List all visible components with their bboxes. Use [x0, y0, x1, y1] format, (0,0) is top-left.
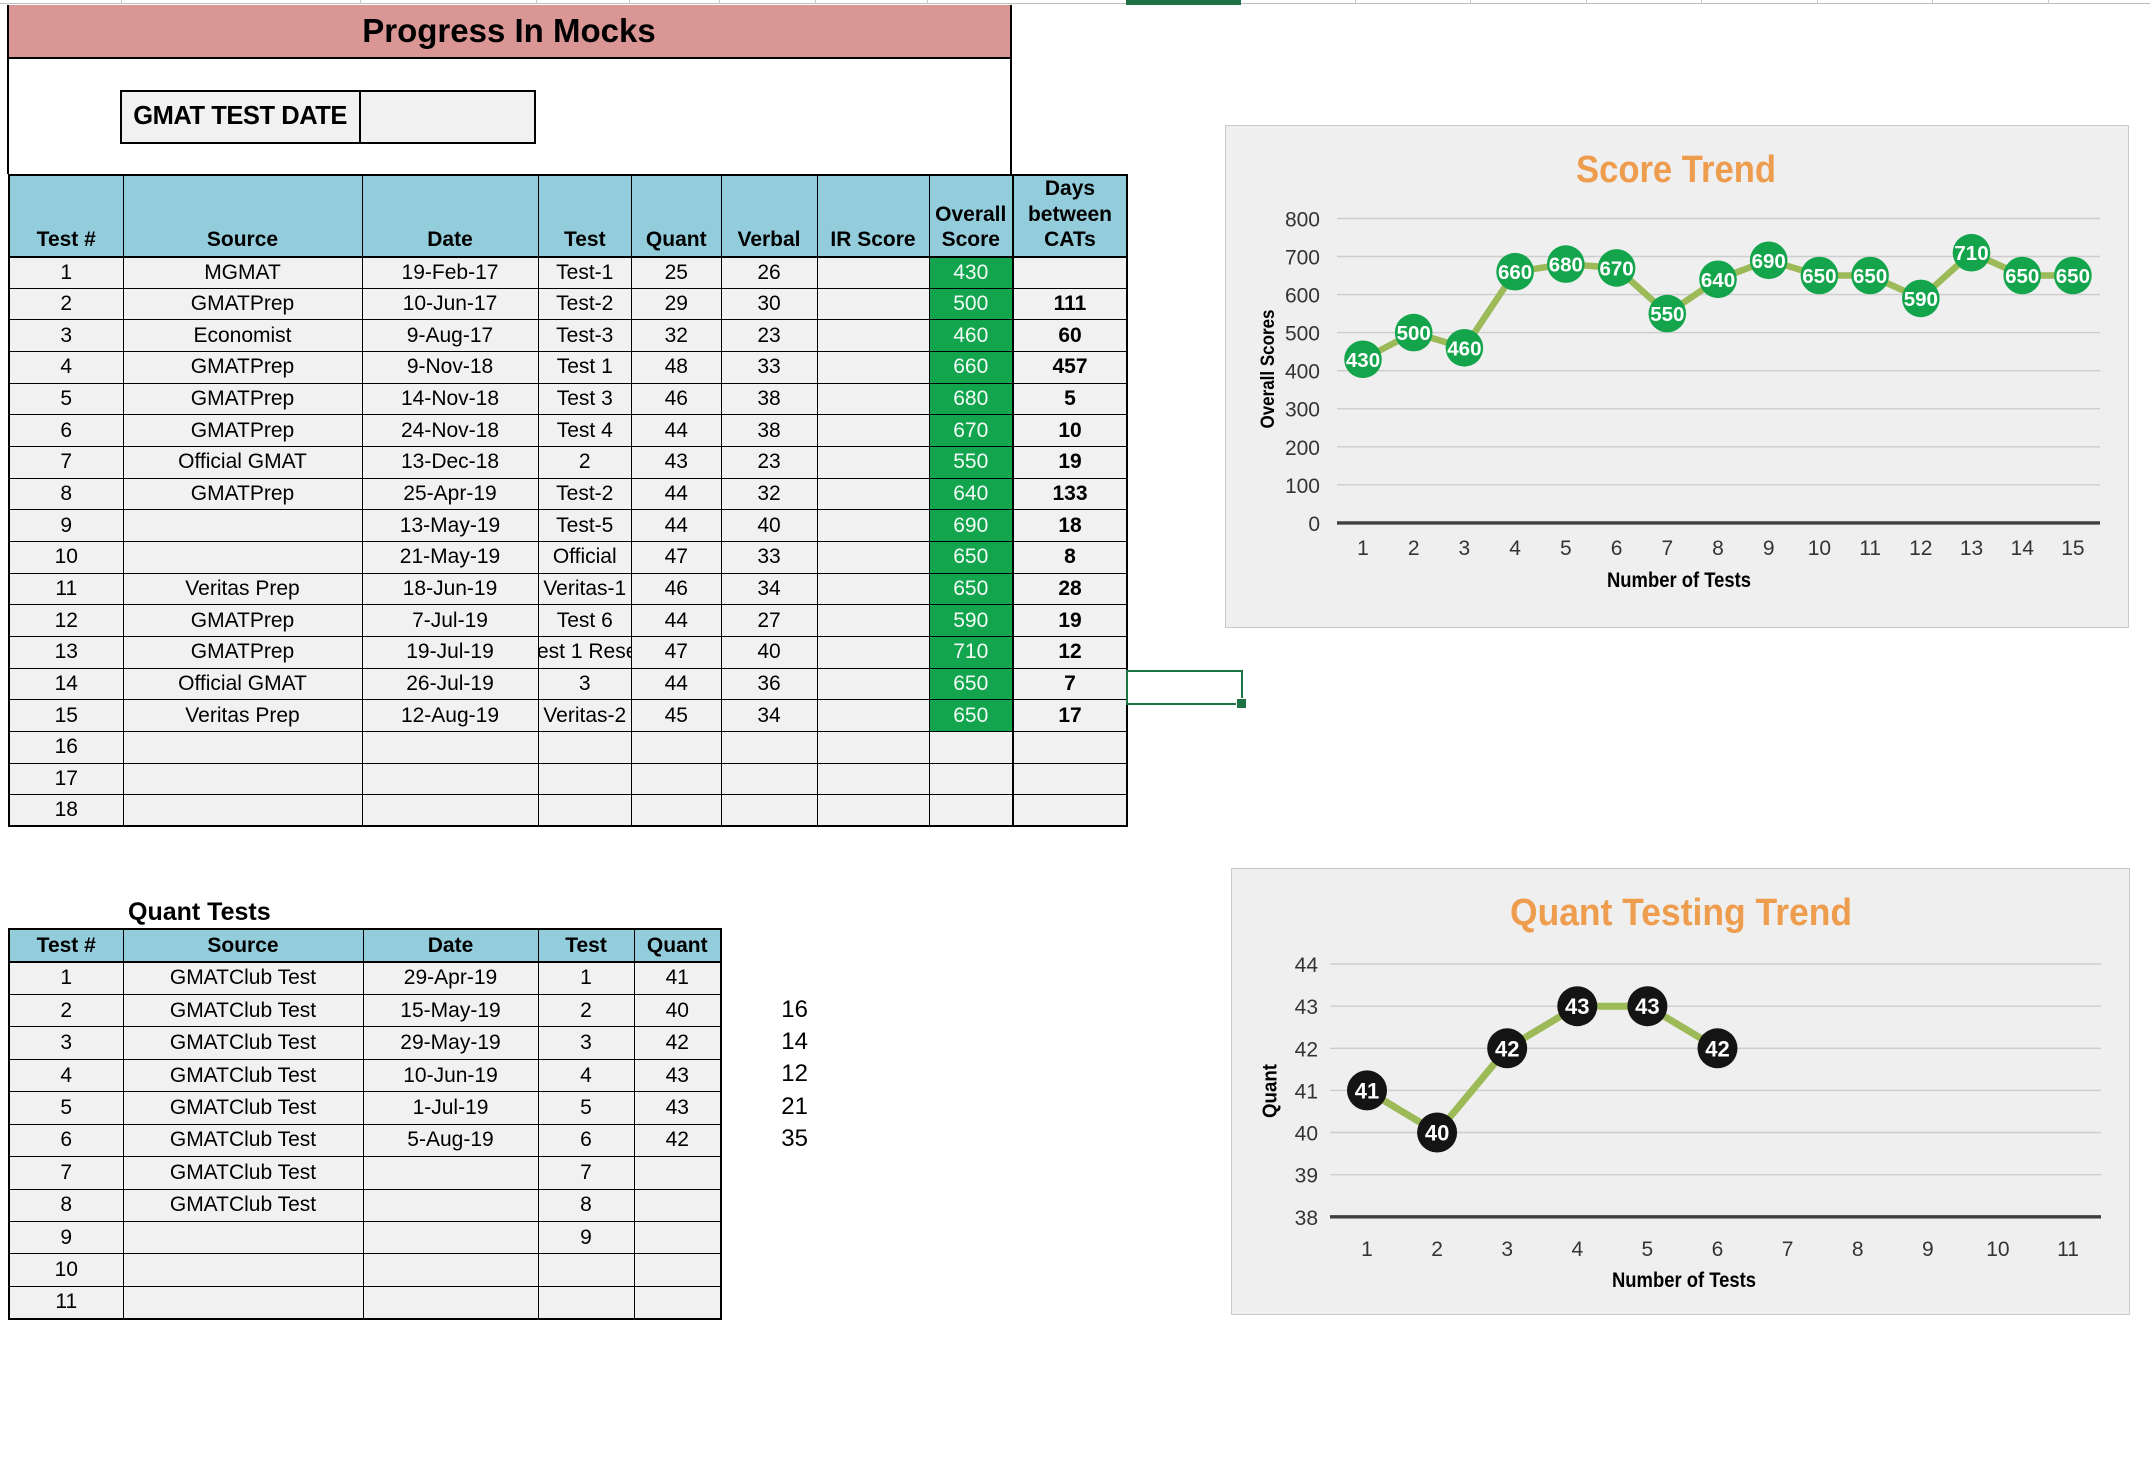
svg-text:500: 500 — [1397, 322, 1431, 345]
svg-text:41: 41 — [1295, 1080, 1318, 1103]
svg-text:670: 670 — [1599, 257, 1633, 280]
svg-text:460: 460 — [1447, 337, 1481, 360]
svg-text:Quant: Quant — [1259, 1064, 1281, 1118]
svg-text:100: 100 — [1285, 475, 1320, 498]
svg-text:39: 39 — [1295, 1165, 1318, 1188]
svg-text:42: 42 — [1705, 1036, 1729, 1061]
svg-text:40: 40 — [1295, 1123, 1318, 1146]
svg-text:10: 10 — [1986, 1238, 2009, 1261]
svg-text:800: 800 — [1285, 209, 1320, 232]
svg-text:300: 300 — [1285, 399, 1320, 422]
svg-text:700: 700 — [1285, 247, 1320, 270]
svg-text:640: 640 — [1701, 269, 1735, 292]
svg-text:400: 400 — [1285, 361, 1320, 384]
svg-text:9: 9 — [1763, 537, 1775, 560]
svg-text:6: 6 — [1712, 1238, 1724, 1261]
svg-text:14: 14 — [2011, 537, 2035, 560]
svg-text:43: 43 — [1635, 994, 1659, 1019]
svg-text:650: 650 — [2056, 265, 2090, 288]
svg-text:500: 500 — [1285, 323, 1320, 346]
svg-text:15: 15 — [2061, 537, 2084, 560]
svg-text:4: 4 — [1509, 537, 1521, 560]
svg-text:3: 3 — [1459, 537, 1471, 560]
svg-text:8: 8 — [1852, 1238, 1864, 1261]
svg-text:200: 200 — [1285, 437, 1320, 460]
svg-text:1: 1 — [1357, 537, 1369, 560]
svg-text:710: 710 — [1954, 242, 1988, 265]
svg-text:7: 7 — [1661, 537, 1673, 560]
svg-text:600: 600 — [1285, 285, 1320, 308]
svg-text:Score Trend: Score Trend — [1576, 149, 1776, 191]
svg-text:550: 550 — [1650, 303, 1684, 326]
svg-text:42: 42 — [1295, 1038, 1318, 1061]
svg-text:650: 650 — [1853, 265, 1887, 288]
svg-text:5: 5 — [1560, 537, 1572, 560]
svg-text:43: 43 — [1295, 996, 1318, 1019]
svg-text:3: 3 — [1501, 1238, 1513, 1261]
svg-text:43: 43 — [1565, 994, 1589, 1019]
svg-text:42: 42 — [1495, 1036, 1519, 1061]
svg-text:2: 2 — [1431, 1238, 1443, 1261]
svg-text:650: 650 — [1802, 265, 1836, 288]
svg-text:2: 2 — [1408, 537, 1420, 560]
svg-text:690: 690 — [1752, 250, 1786, 273]
svg-text:5: 5 — [1642, 1238, 1654, 1261]
svg-text:680: 680 — [1549, 254, 1583, 277]
svg-text:13: 13 — [1960, 537, 1983, 560]
svg-text:Number of Tests: Number of Tests — [1607, 569, 1751, 592]
svg-text:Number of Tests: Number of Tests — [1612, 1269, 1756, 1292]
svg-text:44: 44 — [1295, 954, 1319, 977]
svg-text:590: 590 — [1904, 288, 1938, 311]
svg-text:Quant Testing Trend: Quant Testing Trend — [1510, 892, 1852, 934]
svg-text:0: 0 — [1308, 513, 1320, 536]
svg-text:4: 4 — [1571, 1238, 1583, 1261]
svg-text:1: 1 — [1361, 1238, 1373, 1261]
svg-text:12: 12 — [1909, 537, 1932, 560]
svg-text:11: 11 — [1859, 537, 1881, 560]
svg-text:8: 8 — [1712, 537, 1724, 560]
svg-text:9: 9 — [1922, 1238, 1934, 1261]
svg-text:Overall Scores: Overall Scores — [1258, 310, 1279, 429]
svg-text:40: 40 — [1425, 1121, 1449, 1146]
svg-text:38: 38 — [1295, 1207, 1318, 1230]
svg-text:10: 10 — [1808, 537, 1831, 560]
svg-text:650: 650 — [2005, 265, 2039, 288]
svg-text:430: 430 — [1346, 349, 1380, 372]
svg-text:11: 11 — [2057, 1238, 2079, 1261]
svg-text:6: 6 — [1611, 537, 1623, 560]
svg-text:41: 41 — [1355, 1078, 1379, 1103]
svg-text:7: 7 — [1782, 1238, 1794, 1261]
svg-text:660: 660 — [1498, 261, 1532, 284]
